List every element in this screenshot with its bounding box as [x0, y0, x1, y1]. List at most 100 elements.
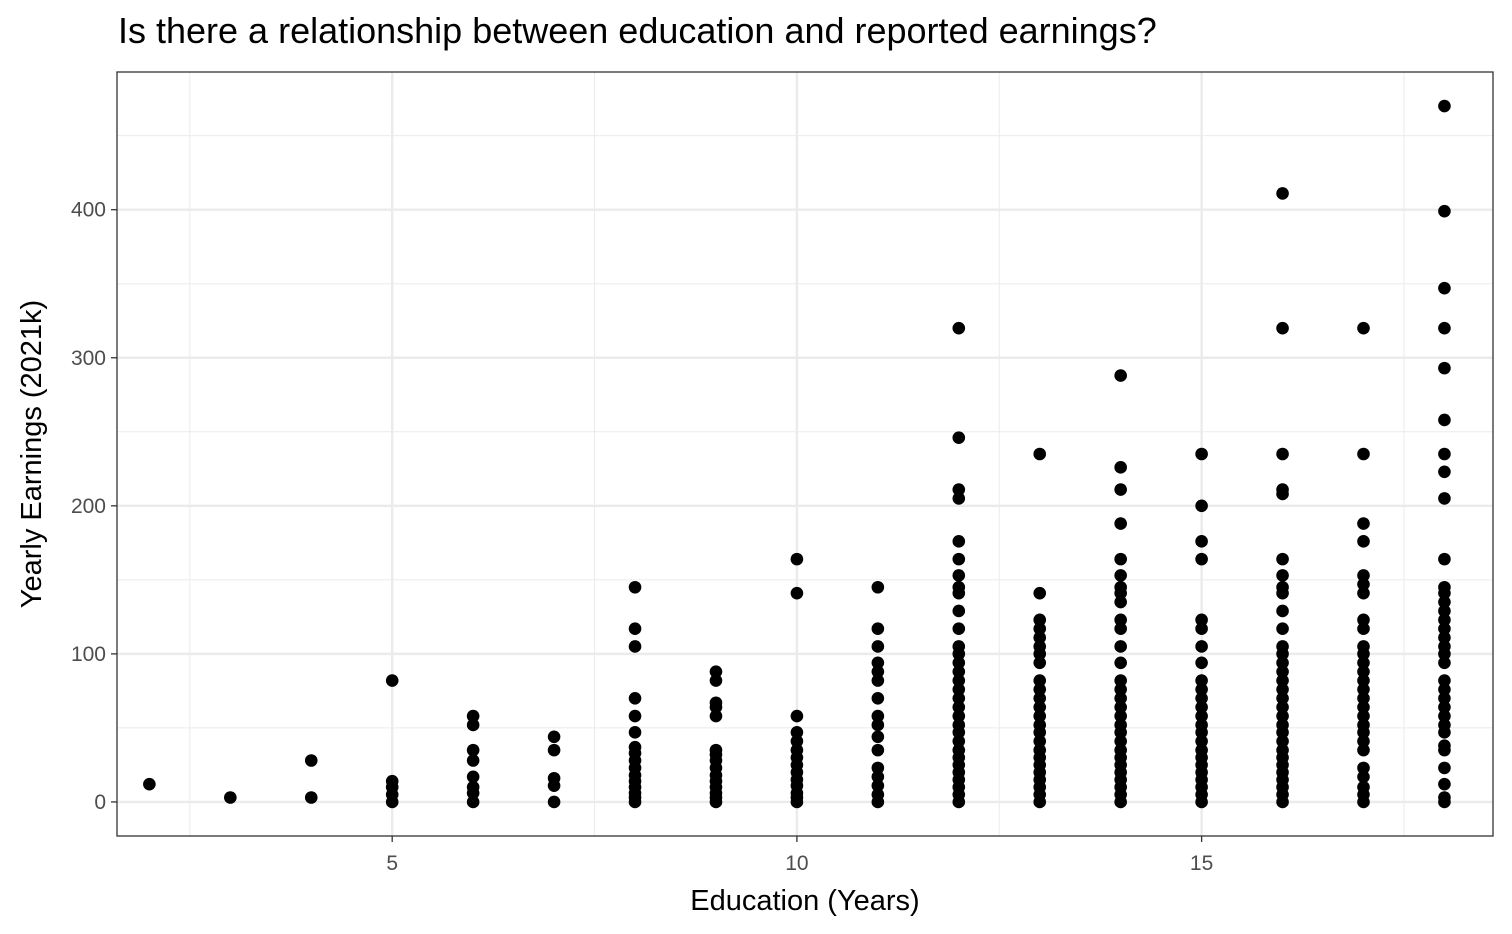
- data-point: [1438, 777, 1451, 791]
- data-point: [466, 754, 480, 767]
- data-point: [871, 743, 885, 757]
- y-axis-ticks: 0 100 200 300 400: [71, 199, 117, 814]
- data-point: [1357, 674, 1370, 687]
- data-point: [1357, 586, 1370, 600]
- data-point: [1033, 613, 1047, 627]
- data-point: [871, 665, 885, 678]
- data-point: [1114, 369, 1127, 382]
- data-point: [1033, 734, 1047, 748]
- data-point: [1438, 447, 1451, 461]
- data-point: [1276, 795, 1289, 809]
- data-point: [1276, 683, 1289, 696]
- data-point: [628, 726, 642, 739]
- data-point: [1114, 734, 1127, 748]
- data-point: [1114, 483, 1127, 496]
- data-point: [628, 795, 642, 809]
- data-point: [1357, 447, 1370, 461]
- data-point: [1276, 552, 1289, 566]
- data-point: [952, 622, 966, 636]
- data-point: [1195, 795, 1208, 809]
- data-point: [1276, 665, 1289, 678]
- data-point: [1276, 692, 1289, 705]
- data-point: [871, 622, 885, 636]
- minor-gridlines: [117, 72, 1493, 836]
- data-point: [1438, 631, 1451, 644]
- data-point: [1357, 517, 1370, 530]
- data-point: [1438, 709, 1451, 723]
- data-point: [1114, 586, 1127, 600]
- data-point: [466, 770, 480, 784]
- data-point: [143, 777, 156, 791]
- data-point: [1114, 656, 1127, 670]
- data-point: [1276, 622, 1289, 636]
- data-point: [709, 795, 723, 809]
- data-point: [1276, 726, 1289, 739]
- data-point: [1033, 692, 1047, 705]
- data-point: [709, 674, 723, 687]
- data-point: [709, 665, 723, 678]
- data-point: [1438, 492, 1451, 505]
- data-point: [790, 709, 804, 723]
- data-point: [952, 431, 966, 445]
- data-point: [1438, 726, 1451, 739]
- data-point: [871, 580, 885, 594]
- data-point: [1438, 683, 1451, 696]
- data-point: [1357, 770, 1370, 784]
- data-point: [1033, 447, 1047, 461]
- data-point: [1438, 361, 1451, 375]
- data-point: [466, 743, 480, 757]
- data-point: [1195, 734, 1208, 748]
- data-point: [871, 709, 885, 723]
- data-point: [1276, 647, 1289, 661]
- data-point: [871, 640, 885, 653]
- data-point: [952, 535, 966, 548]
- data-point: [1114, 795, 1127, 809]
- data-point: [1114, 461, 1127, 474]
- data-point: [952, 692, 966, 705]
- x-tick-label: 5: [386, 852, 398, 875]
- data-point: [547, 779, 561, 792]
- data-point: [1195, 622, 1208, 636]
- data-point: [628, 640, 642, 653]
- data-point: [952, 483, 966, 496]
- data-point: [871, 656, 885, 670]
- data-point: [952, 734, 966, 748]
- data-points: [143, 99, 1451, 809]
- data-point: [1276, 734, 1289, 748]
- data-point: [628, 709, 642, 723]
- data-point: [871, 674, 885, 687]
- data-point: [1114, 595, 1127, 609]
- data-point: [1357, 535, 1370, 548]
- data-point: [952, 552, 966, 566]
- data-point: [1438, 321, 1451, 335]
- data-point: [304, 791, 318, 804]
- data-point: [871, 730, 885, 744]
- data-point: [1438, 552, 1451, 566]
- data-point: [1195, 499, 1208, 513]
- data-point: [952, 321, 966, 335]
- data-point: [224, 791, 237, 804]
- data-point: [1438, 674, 1451, 687]
- y-tick-label: 300: [71, 347, 106, 370]
- data-point: [1114, 726, 1127, 739]
- data-point: [1114, 709, 1127, 723]
- plot-panel: [117, 72, 1493, 836]
- data-point: [952, 656, 966, 670]
- data-point: [1195, 700, 1208, 714]
- data-point: [1114, 517, 1127, 530]
- y-axis-title: Yearly Earnings (2021k): [16, 300, 48, 608]
- data-point: [1114, 700, 1127, 714]
- data-point: [952, 569, 966, 582]
- data-point: [952, 795, 966, 809]
- data-point: [1357, 613, 1370, 627]
- y-tick-label: 100: [71, 643, 106, 666]
- data-point: [1033, 622, 1047, 636]
- data-point: [1438, 613, 1451, 627]
- data-point: [1438, 99, 1451, 113]
- data-point: [1357, 795, 1370, 809]
- plot-border: [116, 71, 1494, 837]
- data-point: [790, 795, 804, 809]
- data-point: [1033, 647, 1047, 661]
- data-point: [1438, 281, 1451, 295]
